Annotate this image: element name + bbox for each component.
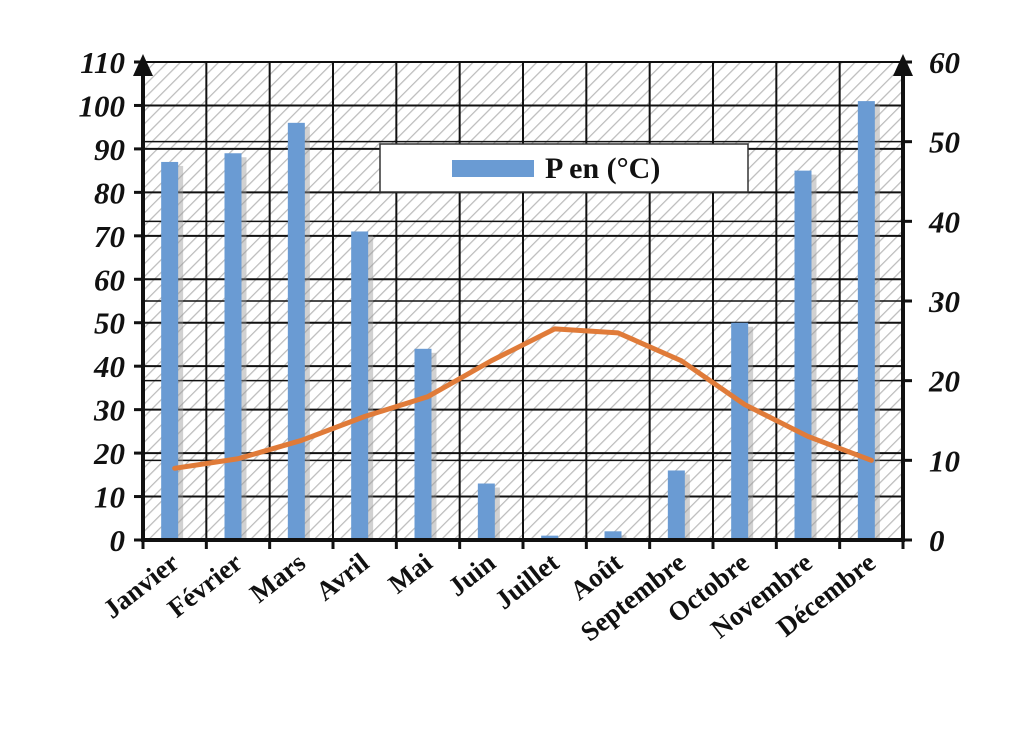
bar-mars (288, 123, 305, 540)
bar-septembre (668, 470, 685, 540)
right-tick-label: 60 (929, 45, 960, 80)
left-tick-label: 0 (110, 523, 126, 558)
right-tick-label: 50 (929, 125, 960, 160)
left-tick-label: 60 (94, 262, 125, 297)
left-tick-label: 70 (94, 219, 125, 254)
bar-juin (478, 484, 495, 540)
right-tick-label: 30 (928, 284, 960, 319)
left-tick-label: 50 (94, 306, 125, 341)
right-tick-label: 10 (929, 443, 960, 478)
left-tick-label: 80 (94, 175, 125, 210)
left-tick-label: 30 (93, 393, 125, 428)
left-tick-label: 90 (94, 132, 125, 167)
x-label-mars: Mars (244, 547, 311, 608)
left-tick-label: 100 (79, 88, 126, 123)
left-tick-label: 10 (94, 480, 125, 515)
bar-mai (415, 349, 432, 540)
legend-swatch (452, 160, 534, 177)
x-label-avril: Avril (310, 547, 375, 607)
left-axis-ticks: 0 10 20 30 40 50 60 70 80 90 100 110 (79, 45, 144, 558)
legend: P en (°C) (380, 144, 748, 192)
right-tick-label: 40 (928, 204, 960, 239)
right-tick-label: 20 (928, 364, 960, 399)
x-label-juillet: Juillet (489, 547, 564, 615)
legend-label: P en (°C) (545, 152, 660, 185)
bar-janvier (161, 162, 178, 540)
bar-décembre (858, 101, 875, 540)
left-tick-label: 20 (93, 436, 125, 471)
bar-octobre (731, 323, 748, 540)
right-axis-ticks: 0 10 20 30 40 50 60 (903, 45, 960, 558)
right-tick-label: 0 (929, 523, 945, 558)
bar-avril (351, 231, 368, 540)
bar-novembre (795, 171, 812, 540)
bar-février (225, 153, 242, 540)
left-tick-label: 110 (80, 45, 125, 80)
left-tick-label: 40 (93, 349, 125, 384)
x-label-mai: Mai (383, 547, 438, 600)
